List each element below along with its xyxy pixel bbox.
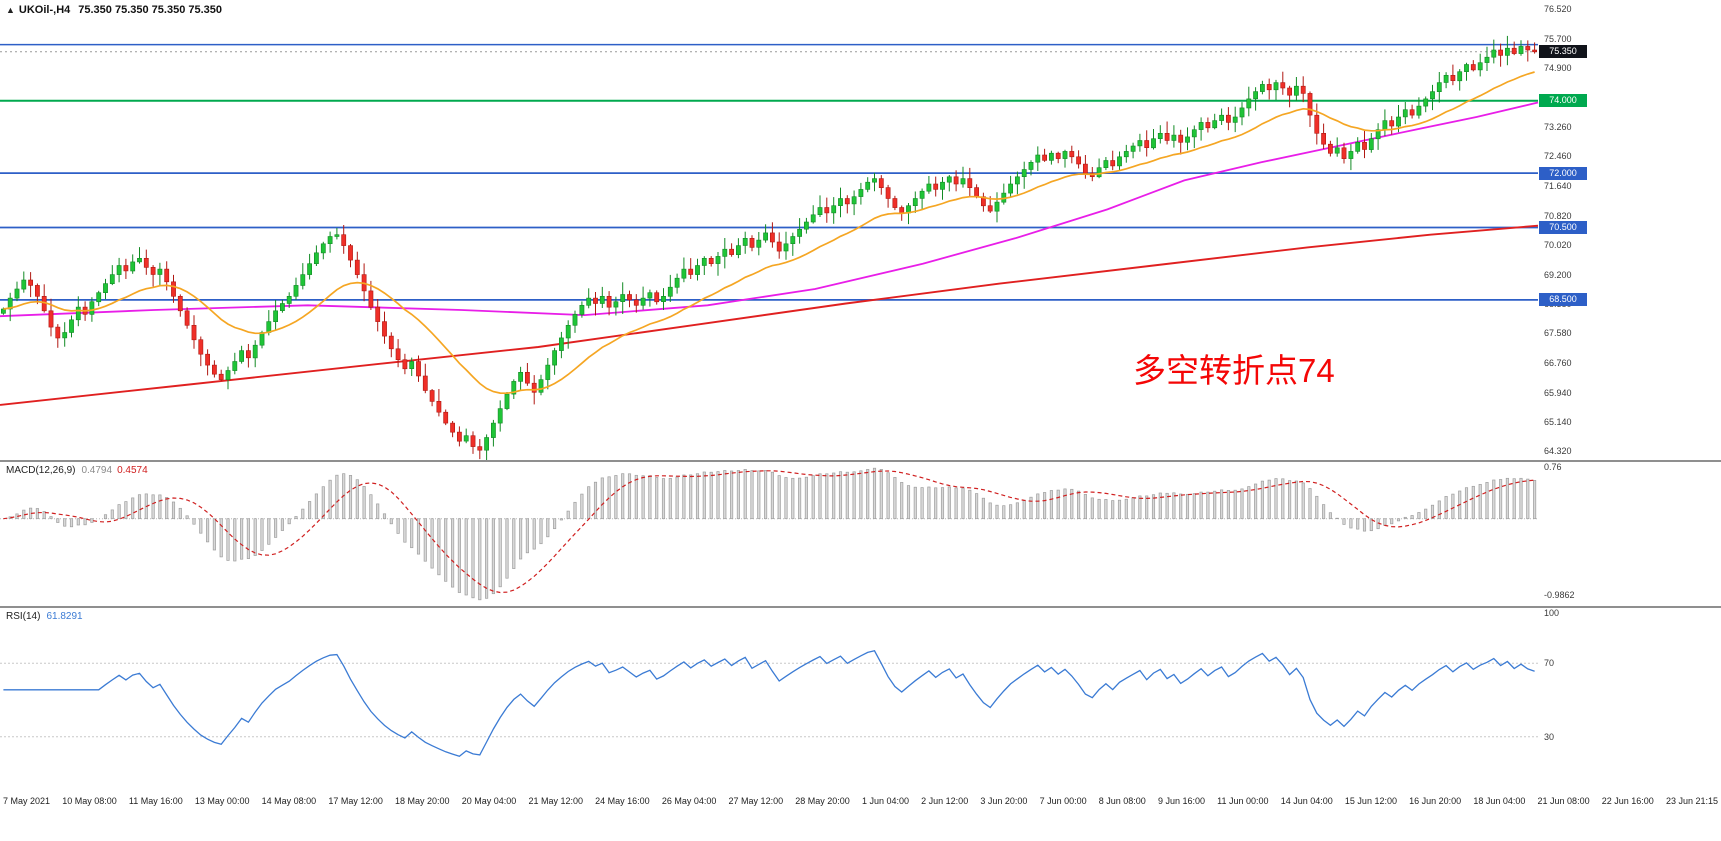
macd-panel: MACD(12,26,9) 0.4794 0.4574 0.76 -0.9862 <box>0 462 1721 606</box>
time-label: 11 May 16:00 <box>128 796 183 806</box>
time-label: 1 Jun 04:00 <box>861 796 909 806</box>
price-tick: 76.520 <box>1544 4 1572 14</box>
time-label: 15 Jun 12:00 <box>1344 796 1397 806</box>
price-axis[interactable]: 76.520 75.700 74.900 74.080 73.260 72.460 71.6… <box>1542 0 1720 460</box>
time-label: 7 May 2021 <box>3 796 51 806</box>
time-label: 18 May 20:00 <box>395 796 450 806</box>
rsi-axis-label: 70 <box>1544 658 1555 668</box>
macd-main-value: 0.4794 <box>81 465 113 476</box>
time-label: 24 May 16:00 <box>595 796 650 806</box>
macd-axis-label: -0.9862 <box>1544 590 1575 600</box>
time-label: 9 Jun 16:00 <box>1157 796 1206 806</box>
macd-axis-label: 0.76 <box>1544 462 1562 472</box>
price-tick: 65.940 <box>1544 388 1572 398</box>
time-label: 17 May 12:00 <box>328 796 383 806</box>
time-axis[interactable]: 7 May 2021 10 May 08:00 11 May 16:00 13 May… <box>0 792 1721 841</box>
price-tick: 72.460 <box>1544 151 1572 161</box>
time-label: 7 Jun 00:00 <box>1039 796 1087 806</box>
time-label: 11 Jun 00:00 <box>1217 796 1269 806</box>
rsi-header: RSI(14) 61.8291 <box>6 611 83 622</box>
rsi-axis[interactable]: 100 70 30 <box>1542 608 1720 792</box>
ohlc-quotes: 75.350 75.350 75.350 75.350 <box>78 4 223 16</box>
price-tick: 75.700 <box>1544 34 1572 44</box>
price-tick: 70.020 <box>1544 240 1572 250</box>
time-label: 3 Jun 20:00 <box>980 796 1028 806</box>
price-tick: 67.580 <box>1544 328 1572 338</box>
time-label: 16 Jun 20:00 <box>1409 796 1462 806</box>
macd-axis[interactable]: 0.76 -0.9862 <box>1542 462 1720 606</box>
macd-plot[interactable] <box>0 462 1721 606</box>
macd-title: MACD(12,26,9) <box>6 465 76 476</box>
price-tick: 66.760 <box>1544 358 1572 368</box>
rsi-plot[interactable] <box>0 608 1721 792</box>
time-label: 14 Jun 04:00 <box>1280 796 1333 806</box>
time-label: 2 Jun 12:00 <box>921 796 969 806</box>
price-tick: 73.260 <box>1544 122 1572 132</box>
macd-header: MACD(12,26,9) 0.4794 0.4574 <box>6 465 148 476</box>
annotation-text: 多空转折点74 <box>1133 352 1335 389</box>
chart-header: ▲ UKOil-,H4 75.350 75.350 75.350 75.350 <box>6 4 222 16</box>
time-label: 26 May 04:00 <box>661 796 717 806</box>
price-tick: 74.080 <box>1544 93 1572 103</box>
candlestick-plot[interactable] <box>0 0 1721 460</box>
price-tick: 65.140 <box>1544 417 1572 427</box>
price-tick: 70.820 <box>1544 211 1572 221</box>
price-tick: 74.900 <box>1544 63 1572 73</box>
macd-signal-value: 0.4574 <box>117 465 148 476</box>
time-label: 14 May 08:00 <box>261 796 317 806</box>
time-label: 23 Jun 21:15 <box>1665 796 1718 806</box>
rsi-value: 61.8291 <box>46 611 83 622</box>
symbol-title: UKOil-,H4 <box>18 4 71 16</box>
symbol-marker-icon[interactable]: ▲ <box>6 5 15 15</box>
panel-divider[interactable] <box>0 606 1721 608</box>
panel-divider[interactable] <box>0 460 1721 462</box>
time-label: 18 Jun 04:00 <box>1473 796 1526 806</box>
time-label: 28 May 20:00 <box>795 796 850 806</box>
rsi-panel: RSI(14) 61.8291 100 70 30 <box>0 608 1721 792</box>
time-label: 22 Jun 16:00 <box>1601 796 1654 806</box>
rsi-axis-label: 100 <box>1544 608 1560 618</box>
rsi-axis-label: 30 <box>1544 732 1555 742</box>
time-label: 13 May 00:00 <box>194 796 250 806</box>
price-tick: 71.640 <box>1544 181 1572 191</box>
price-tick: 69.200 <box>1544 270 1572 280</box>
time-label: 27 May 12:00 <box>728 796 784 806</box>
time-label: 21 May 12:00 <box>528 796 583 806</box>
time-label: 20 May 04:00 <box>461 796 517 806</box>
price-chart-panel: ▲ UKOil-,H4 75.350 75.350 75.350 75.350 多空… <box>0 0 1721 460</box>
time-label: 10 May 08:00 <box>62 796 117 806</box>
price-tick: 64.320 <box>1544 446 1572 456</box>
time-label: 8 Jun 08:00 <box>1098 796 1146 806</box>
price-tick: 68.380 <box>1544 299 1572 309</box>
time-label: 21 Jun 08:00 <box>1537 796 1590 806</box>
rsi-title: RSI(14) <box>6 611 41 622</box>
